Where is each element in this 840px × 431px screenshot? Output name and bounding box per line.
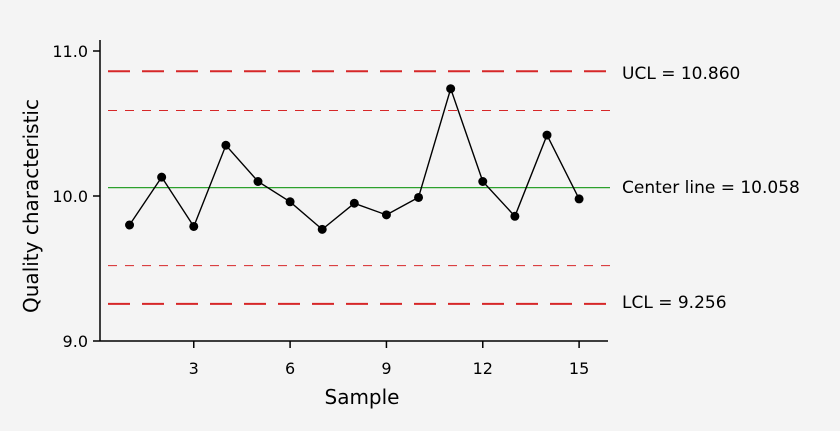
y-ticks: 9.0 10.0 11.0 (52, 42, 100, 351)
data-point (221, 140, 231, 150)
data-point (414, 192, 424, 202)
data-point (478, 177, 488, 186)
data-point (285, 197, 295, 207)
x-tick-label: 9 (381, 359, 391, 378)
reference-lines (108, 70, 610, 305)
y-axis-title: Quality characteristic (19, 99, 43, 313)
data-point (253, 177, 263, 186)
ucl-label: UCL = 10.860 (622, 64, 740, 84)
x-axis-title: Sample (325, 385, 400, 409)
y-tick-label: 11.0 (52, 42, 88, 61)
x-tick-label: 15 (569, 359, 589, 378)
center-line-label: Center line = 10.058 (622, 178, 800, 198)
data-point (157, 172, 167, 182)
y-tick-label: 10.0 (52, 187, 88, 206)
data-point (446, 84, 456, 94)
data-point (125, 220, 135, 230)
series-line (128, 86, 580, 231)
x-tick-label: 3 (189, 359, 199, 378)
data-point (189, 221, 199, 231)
data-point (381, 210, 391, 220)
x-tick-label: 12 (473, 359, 493, 378)
data-point (510, 211, 520, 221)
x-tick-label: 6 (285, 359, 295, 378)
lcl-label: LCL = 9.256 (622, 293, 727, 313)
data-point (349, 198, 359, 208)
data-point (542, 130, 552, 140)
data-point (574, 194, 584, 204)
data-point (317, 224, 327, 234)
data-series (125, 84, 584, 234)
y-tick-label: 9.0 (63, 332, 88, 351)
x-ticks: 3 6 9 12 15 (189, 341, 589, 378)
